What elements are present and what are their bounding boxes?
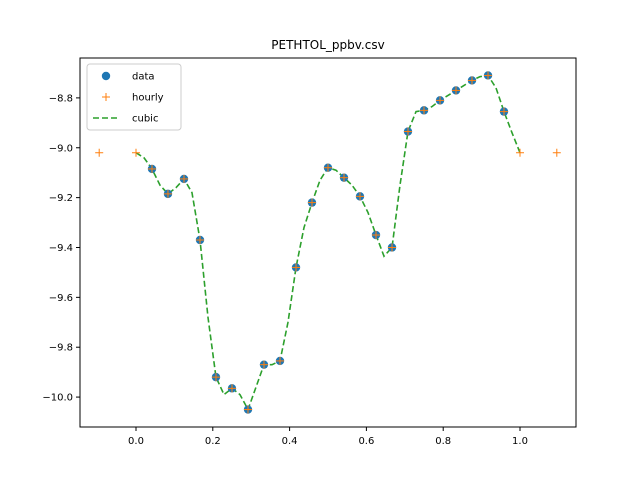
y-tick-label: −8.8 — [49, 93, 73, 104]
hourly-point — [292, 263, 301, 272]
y-tick-label: −9.8 — [49, 343, 73, 354]
chart-title: PETHTOL_ppbv.csv — [271, 38, 384, 52]
hourly-point — [131, 148, 140, 157]
legend-entry-data: data — [101, 71, 155, 83]
hourly-point — [259, 360, 268, 369]
hourly-point — [163, 189, 172, 198]
hourly-point — [227, 384, 236, 393]
series-cubic-line — [135, 74, 521, 412]
hourly-point — [484, 71, 493, 80]
axes-frame — [79, 57, 577, 428]
x-tick-label: 1.0 — [512, 436, 528, 447]
hourly-point — [275, 356, 284, 365]
y-tick-label: −9.0 — [49, 143, 73, 154]
hourly-point — [244, 405, 253, 414]
x-tick-label: 0.6 — [358, 436, 374, 447]
x-axis: 0.0 0.2 0.4 0.6 0.8 1.0 — [128, 427, 528, 447]
legend-label: hourly — [132, 93, 164, 104]
hourly-point — [211, 373, 220, 382]
hourly-point — [179, 174, 188, 183]
y-tick-label: −10.0 — [42, 393, 73, 404]
x-tick-label: 0.8 — [435, 436, 451, 447]
hourly-point — [95, 148, 104, 157]
hourly-point — [451, 86, 460, 95]
hourly-point — [388, 243, 397, 252]
x-tick-label: 0.2 — [205, 436, 221, 447]
legend-label: cubic — [132, 114, 158, 125]
plot-area — [95, 71, 561, 414]
hourly-point — [372, 231, 381, 240]
hourly-point — [499, 107, 508, 116]
hourly-point — [552, 148, 561, 157]
hourly-point — [436, 96, 445, 105]
legend: data hourly cubic — [86, 63, 182, 131]
hourly-point — [355, 192, 364, 201]
legend-entry-cubic: cubic — [93, 114, 158, 125]
hourly-point — [420, 106, 429, 115]
hourly-point — [516, 148, 525, 157]
y-tick-label: −9.6 — [49, 293, 73, 304]
hourly-point — [324, 163, 332, 172]
hourly-point — [403, 127, 412, 136]
legend-label: data — [132, 72, 155, 83]
y-tick-label: −9.2 — [49, 193, 73, 204]
x-tick-label: 0.0 — [128, 436, 144, 447]
y-tick-label: −9.4 — [49, 243, 73, 254]
legend-box — [86, 63, 182, 131]
hourly-point — [148, 164, 157, 173]
legend-entry-hourly: hourly — [102, 93, 164, 104]
hourly-point — [468, 76, 477, 85]
hourly-point — [340, 173, 349, 182]
hourly-point — [307, 198, 316, 207]
x-tick-label: 0.4 — [282, 436, 298, 447]
hourly-point — [196, 236, 205, 245]
legend-swatch — [102, 93, 110, 101]
y-axis: −8.8 −9.0 −9.2 −9.4 −9.6 −9.8 −10.0 — [42, 93, 80, 404]
legend-swatch — [101, 71, 111, 81]
